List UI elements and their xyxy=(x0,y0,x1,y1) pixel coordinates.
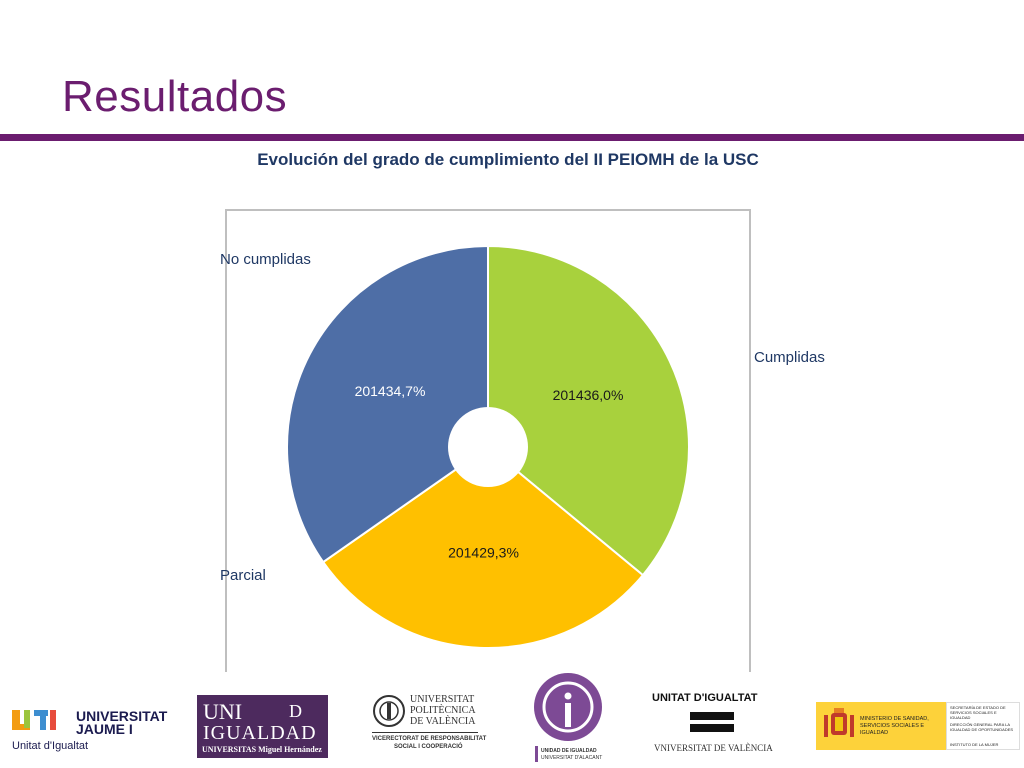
pie-chart: 201436,0% 201429,3% 201434,7% Cumplidas Par… xyxy=(220,209,825,672)
ua-line1: UNIDAD DE IGUALDAD xyxy=(541,748,597,754)
data-label-parcial: 201429,3% xyxy=(448,545,519,561)
coat-of-arms-icon xyxy=(824,708,854,737)
umh-universitas: UNIVERSITAS Miguel Hernández xyxy=(202,745,322,754)
umh-logo: UNI D IGUALDAD UNIVERSITAS Miguel Hernán… xyxy=(197,695,328,758)
pie-labels: 201436,0% 201429,3% 201434,7% xyxy=(355,383,624,561)
ministerio-name: MINISTERIO DE SANIDAD, SERVICIOS SOCIALE… xyxy=(860,716,929,736)
ministerio-logo: MINISTERIO DE SANIDAD, SERVICIOS SOCIALE… xyxy=(816,702,1020,750)
uji-logo: UNIVERSITAT JAUME I Unitat d'Igualtat xyxy=(10,706,180,756)
umh-d: D xyxy=(289,701,302,721)
uv-logo: UNITAT D'IGUALTAT VNIVERSITAT DE VALÈNCI… xyxy=(650,692,780,756)
ua-igualdad-icon xyxy=(534,673,602,741)
chart-title: Evolución del grado de cumplimiento del … xyxy=(257,150,759,169)
upv-line3: DE VALÈNCIA xyxy=(410,716,476,727)
uji-name-line2: JAUME I xyxy=(76,721,133,737)
category-labels: Cumplidas Parcial No cumplidas xyxy=(220,251,825,584)
pie-slices xyxy=(286,244,690,649)
upv-line5: SOCIAL I COOPERACIÓ xyxy=(394,744,463,750)
upv-line2: POLITÈCNICA xyxy=(410,705,476,716)
ministerio-right1: SECRETARÍA DE ESTADO DE SERVICIOS SOCIAL… xyxy=(950,705,1006,720)
ua-bar xyxy=(535,746,538,762)
ministerio-right2: DIRECCIÓN GENERAL PARA LA IGUALDAD DE OP… xyxy=(950,722,1014,732)
chart-frame xyxy=(225,209,751,672)
category-label-no-cumplidas: No cumplidas xyxy=(220,251,311,268)
slide-title: Resultados xyxy=(62,72,288,121)
logo-bar: UNIVERSITAT JAUME I Unitat d'Igualtat UN… xyxy=(0,672,1024,768)
upv-seal-icon xyxy=(373,695,405,727)
pie-hole xyxy=(448,407,528,487)
upv-rule xyxy=(372,732,478,733)
category-label-parcial: Parcial xyxy=(220,567,266,584)
ua-logo: UNIDAD DE IGUALDAD UNIVERSITAT D'ALACANT xyxy=(531,672,605,764)
data-label-cumplidas: 201436,0% xyxy=(553,387,624,403)
data-label-no-cumplidas: 201434,7% xyxy=(355,383,426,399)
pie-slice-no-cumplidas xyxy=(286,244,489,564)
title-divider xyxy=(0,134,1024,141)
uji-mark-icon xyxy=(12,710,56,730)
uv-line1: UNITAT D'IGUALTAT xyxy=(652,692,758,704)
uji-subtitle: Unitat d'Igualtat xyxy=(12,740,89,752)
uv-line2: VNIVERSITAT DE VALÈNCIA xyxy=(654,743,773,753)
upv-logo: UNIVERSITAT POLITÈCNICA DE VALÈNCIA VICE… xyxy=(372,692,486,758)
ministerio-right3: INSTITUTO DE LA MUJER xyxy=(950,742,999,747)
ministerio-panel: SECRETARÍA DE ESTADO DE SERVICIOS SOCIAL… xyxy=(946,702,1020,750)
ua-line2: UNIVERSITAT D'ALACANT xyxy=(541,755,603,761)
equal-sign-icon xyxy=(690,712,734,720)
upv-line1: UNIVERSITAT xyxy=(410,694,475,705)
umh-uni: UNI xyxy=(203,699,243,724)
pie-slice-cumplidas xyxy=(487,244,690,577)
uji-name-line1: UNIVERSITAT xyxy=(76,708,168,724)
upv-line4: VICERECTORAT DE RESPONSABILITAT xyxy=(372,736,487,742)
equal-sign-icon-bottom xyxy=(690,724,734,732)
pie-slice-parcial xyxy=(321,445,645,649)
category-label-cumplidas: Cumplidas xyxy=(754,349,825,366)
umh-igualdad: IGUALDAD xyxy=(203,722,317,744)
